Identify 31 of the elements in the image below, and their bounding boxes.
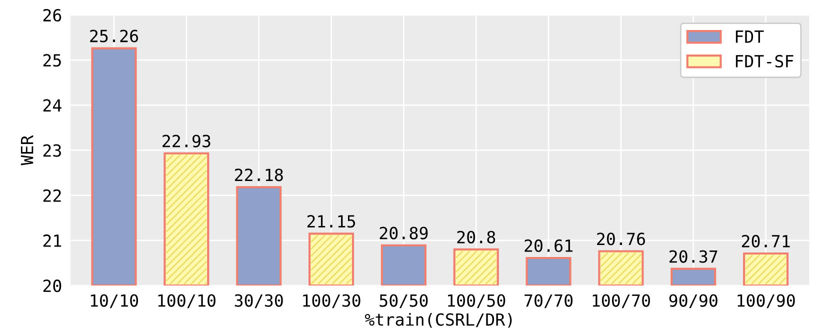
legend-label: FDT-SF [736,54,794,68]
data-label: 20.89 [380,226,428,240]
y-tick-label: 21 [43,234,62,247]
x-tick-label: 100/30 [303,294,360,308]
data-label: 22.18 [235,168,283,182]
x-tick-label: 30/30 [234,294,283,308]
x-tick-label: 100/10 [158,294,216,308]
y-tick-label: 22 [43,189,61,202]
legend-label: FDT [736,30,764,43]
x-tick-label: 100/90 [738,294,795,308]
data-label: 20.61 [524,239,572,252]
data-label: 20.71 [742,234,790,248]
data-label: 20.37 [670,250,718,263]
x-axis-title: %train(CSRL/DR) [364,312,512,328]
data-label: 22.93 [162,134,210,148]
y-tick-label: 23 [43,144,61,157]
y-tick-label: 25 [43,54,61,67]
x-tick-label: 50/50 [380,294,428,308]
data-label: 20.8 [457,230,496,244]
y-axis-title: WER [20,135,34,166]
x-tick-label: 100/50 [448,294,506,308]
x-tick-label: 70/70 [524,294,573,308]
x-tick-label: 10/10 [90,294,138,308]
data-label: 21.15 [307,215,356,228]
data-label: 20.76 [597,232,645,246]
y-tick-label: 24 [43,99,62,112]
y-tick-label: 26 [43,8,62,22]
y-tick-label: 20 [43,280,62,292]
x-tick-label: 90/90 [669,294,718,308]
data-label: 25.26 [90,30,138,42]
x-tick-label: 100/70 [592,294,650,308]
